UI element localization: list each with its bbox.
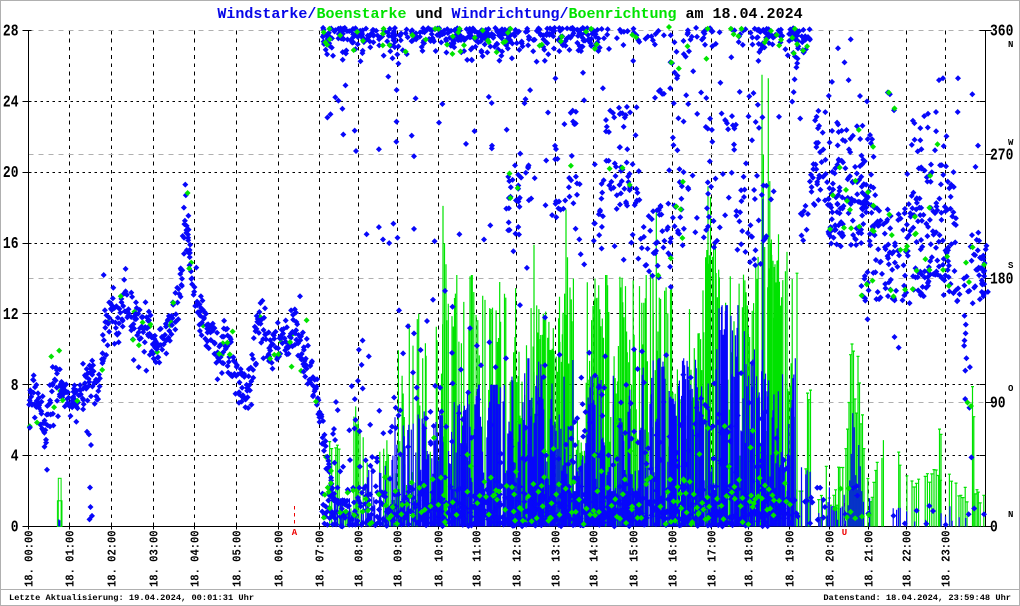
svg-text:28: 28	[3, 21, 19, 41]
svg-text:O: O	[1008, 384, 1014, 394]
svg-text:Datenstand: 18.04.2024, 23:59:: Datenstand: 18.04.2024, 23:59:48 Uhr	[823, 593, 1011, 603]
svg-text:8: 8	[11, 375, 19, 395]
svg-text:Letzte Aktualisierung: 19.04.2: Letzte Aktualisierung: 19.04.2024, 00:01…	[9, 593, 254, 603]
svg-text:360: 360	[990, 21, 1013, 41]
svg-text:18. 13:00: 18. 13:00	[551, 530, 564, 587]
svg-text:18. 07:00: 18. 07:00	[315, 530, 328, 587]
svg-text:18. 00:00: 18. 00:00	[24, 530, 37, 587]
svg-text:18. 19:00: 18. 19:00	[785, 530, 798, 587]
svg-text:18. 20:00: 18. 20:00	[825, 530, 838, 587]
svg-text:18. 02:00: 18. 02:00	[107, 530, 120, 587]
svg-text:18. 06:00: 18. 06:00	[274, 530, 287, 587]
svg-text:0: 0	[11, 517, 19, 537]
svg-text:U: U	[842, 528, 847, 538]
svg-text:18. 01:00: 18. 01:00	[65, 530, 78, 587]
svg-text:A: A	[292, 528, 298, 538]
svg-text:4: 4	[11, 446, 19, 466]
svg-text:N: N	[1008, 510, 1013, 520]
svg-text:18. 08:00: 18. 08:00	[354, 530, 367, 587]
svg-text:N: N	[1008, 40, 1013, 50]
svg-text:18. 04:00: 18. 04:00	[190, 530, 203, 587]
svg-text:18. 10:00: 18. 10:00	[434, 530, 447, 587]
svg-text:18. 18:00: 18. 18:00	[744, 530, 757, 587]
svg-text:S: S	[1008, 261, 1014, 271]
svg-text:18. 12:00: 18. 12:00	[512, 530, 525, 587]
svg-text:90: 90	[990, 393, 1006, 413]
svg-text:180: 180	[990, 269, 1013, 289]
svg-text:18. 09:00: 18. 09:00	[393, 530, 406, 587]
svg-text:18. 22:00: 18. 22:00	[902, 530, 915, 587]
svg-text:24: 24	[3, 92, 19, 112]
svg-text:W: W	[1008, 138, 1014, 148]
svg-text:18. 21:00: 18. 21:00	[864, 530, 877, 587]
svg-text:16: 16	[3, 234, 19, 254]
svg-text:0: 0	[990, 517, 998, 537]
svg-text:18. 05:00: 18. 05:00	[232, 530, 245, 587]
svg-text:270: 270	[990, 145, 1013, 165]
svg-text:18. 11:00: 18. 11:00	[472, 530, 485, 587]
svg-text:18. 16:00: 18. 16:00	[668, 530, 681, 587]
svg-text:18. 23:00: 18. 23:00	[941, 530, 954, 587]
svg-text:18. 03:00: 18. 03:00	[149, 530, 162, 587]
svg-text:12: 12	[3, 304, 19, 324]
svg-text:18. 17:00: 18. 17:00	[707, 530, 720, 587]
svg-text:18. 15:00: 18. 15:00	[629, 530, 642, 587]
svg-text:18. 14:00: 18. 14:00	[589, 530, 602, 587]
svg-text:Windstarke/Boenstarke und Wind: Windstarke/Boenstarke und Windrichtung/B…	[217, 6, 802, 23]
svg-text:20: 20	[3, 163, 19, 183]
